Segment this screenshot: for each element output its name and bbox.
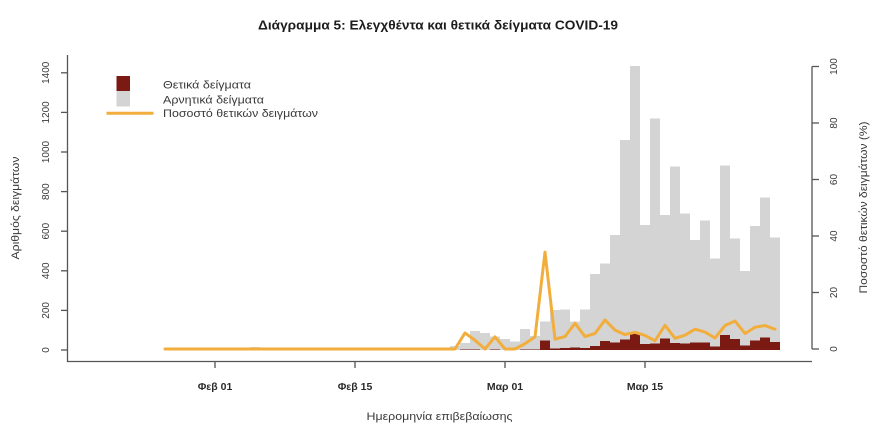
bar-negative	[480, 333, 490, 350]
x-tick-label: Μαρ 01	[487, 381, 523, 393]
bar-negative	[740, 270, 750, 346]
bar-negative	[700, 220, 710, 343]
bar-negative	[760, 197, 770, 338]
bar-negative	[730, 238, 740, 339]
x-axis-ticks: Φεβ 01 Φεβ 15 Μαρ 01 Μαρ 15	[198, 361, 663, 393]
bar-negative	[720, 165, 730, 335]
axes	[66, 55, 813, 363]
bar-positive	[490, 349, 500, 350]
right-y-axis-ticks: 0 20 40 60 80 100	[812, 58, 840, 352]
bar-positive	[540, 340, 550, 350]
x-axis-title: Ημερομηνία επιβεβαίωσης	[367, 411, 513, 423]
bar-negative	[510, 341, 520, 350]
bar-positive	[740, 345, 750, 350]
bar-negative	[530, 336, 540, 350]
bar-positive	[590, 345, 600, 350]
bar-negative	[590, 273, 600, 346]
bar-negative	[570, 321, 580, 348]
bar-negative	[690, 239, 700, 343]
bar-positive	[610, 342, 620, 350]
bar-positive	[770, 342, 780, 350]
bar-positive	[630, 333, 640, 350]
right-tick-label: 20	[829, 287, 840, 299]
x-tick-label: Μαρ 15	[627, 381, 663, 393]
bar-negative	[750, 226, 760, 341]
bar-negative	[650, 118, 660, 344]
left-and-bottom-axis-frame	[66, 55, 812, 363]
left-tick-label: 400	[41, 262, 52, 279]
bar-negative	[620, 139, 630, 340]
bar-positive	[550, 348, 560, 350]
bar-negative	[540, 321, 550, 341]
legend-label-percent: Ποσοστό θετικών δειγμάτων	[163, 108, 319, 120]
bar-positive	[710, 346, 720, 350]
left-y-axis-title: Αριθμός δειγμάτων	[10, 156, 22, 260]
bar-negative	[500, 339, 510, 350]
left-tick-label: 0	[41, 347, 52, 353]
bar-negative	[680, 213, 690, 344]
bar-positive	[580, 348, 590, 350]
legend-swatch-positive	[116, 76, 130, 91]
right-tick-label: 40	[829, 230, 840, 242]
right-tick-label: 0	[829, 346, 840, 352]
bar-negative	[460, 343, 470, 350]
legend-label-negative: Αρνητικά δείγματα	[163, 95, 265, 107]
bar-negative	[630, 66, 640, 334]
bar-negative	[670, 166, 680, 344]
right-tick-label: 100	[829, 58, 840, 75]
bar-positive	[600, 341, 610, 350]
bar-positive	[560, 348, 570, 350]
bar-negative	[560, 309, 570, 349]
legend-swatch-negative	[116, 91, 130, 107]
bar-positive	[570, 347, 580, 350]
bar-positive	[690, 342, 700, 350]
bar-negative	[710, 258, 720, 347]
bar-positive	[530, 349, 540, 350]
bar-positive	[660, 338, 670, 350]
bar-negative	[770, 237, 780, 343]
stacked-bars	[250, 66, 780, 350]
bar-positive	[620, 339, 630, 350]
bar-positive	[650, 343, 660, 350]
left-y-axis-ticks: 0 200 400 600 800 1000 1200 1400	[41, 61, 68, 353]
bar-negative	[610, 234, 620, 343]
chart-title: Διάγραμμα 5: Ελεγχθέντα και θετικά δείγμ…	[258, 19, 618, 33]
left-tick-label: 1200	[41, 101, 52, 124]
bar-positive	[720, 334, 730, 350]
percent-positive-line	[163, 250, 777, 351]
right-tick-label: 60	[829, 174, 840, 186]
left-tick-label: 1000	[41, 140, 52, 163]
left-tick-label: 200	[41, 302, 52, 319]
bar-positive	[680, 343, 690, 350]
bar-negative	[640, 225, 650, 345]
bar-positive	[670, 343, 680, 350]
bar-negative	[600, 263, 610, 342]
bar-positive	[700, 342, 710, 350]
bar-negative	[580, 309, 590, 349]
bar-negative	[520, 329, 530, 350]
x-tick-label: Φεβ 01	[198, 381, 233, 393]
right-y-axis-title: Ποσοστό θετικών δειγμάτων (%)	[858, 122, 870, 294]
bar-negative	[660, 214, 670, 339]
left-tick-label: 800	[41, 183, 52, 200]
right-tick-label: 80	[829, 117, 840, 129]
legend-label-positive: Θετικά δείγματα	[163, 80, 252, 92]
left-tick-label: 600	[41, 222, 52, 239]
bar-positive	[750, 340, 760, 350]
left-tick-label: 1400	[41, 61, 52, 84]
x-tick-label: Φεβ 15	[338, 381, 373, 393]
bar-positive	[470, 349, 480, 350]
bar-positive	[640, 344, 650, 350]
legend: Θετικά δείγματα Αρνητικά δείγματα Ποσοστ…	[106, 76, 319, 120]
bar-positive	[760, 337, 770, 350]
bar-positive	[730, 338, 740, 350]
bar-negative	[490, 336, 500, 350]
